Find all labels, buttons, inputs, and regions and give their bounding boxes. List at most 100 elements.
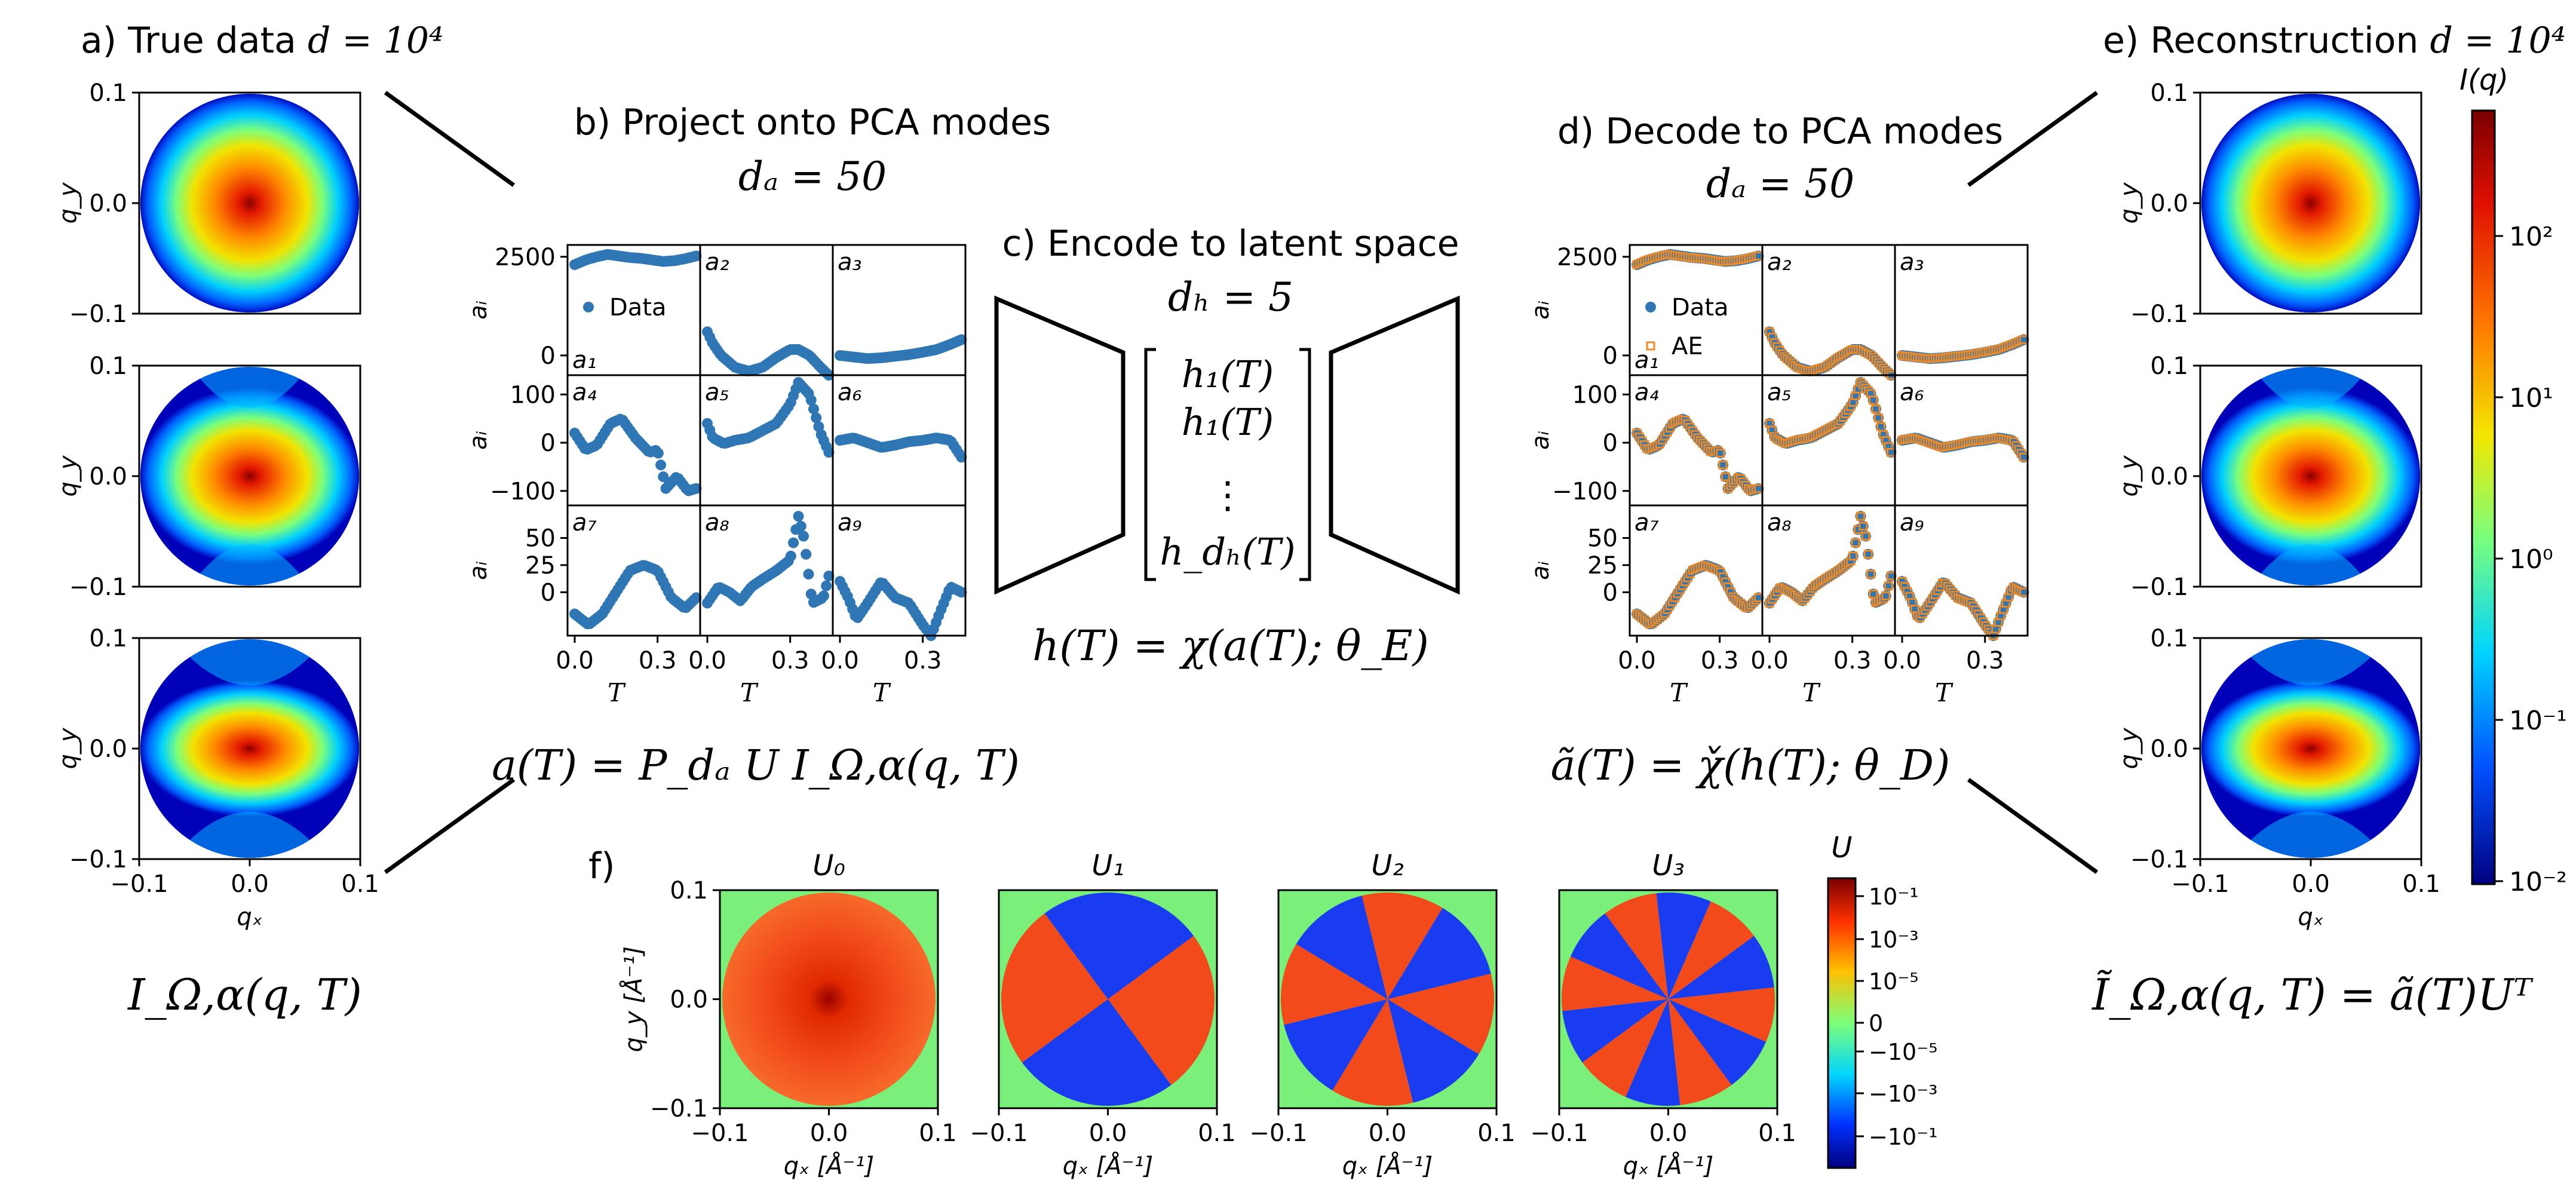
cbar-u-tick: 10⁻⁵ [1869,968,1919,995]
qx-unit-label: qₓ [Å⁻¹] [1063,1151,1154,1180]
mode-lobe [1001,913,1108,1063]
panel-e-footer: Ĩ_Ω,α(q, T) = ã(T)Uᵀ [2091,969,2534,1020]
mode-lobe [1387,973,1494,1054]
tick-label: −100 [490,478,556,505]
ae-point [1881,591,1891,600]
coef-label: a₇ [1634,509,1659,536]
tick-label: 0.0 [2292,870,2330,898]
latent-h2: h₁(T) [1182,400,1274,444]
qy-axis-label: q_y [2115,727,2143,769]
tick-label: −0.1 [69,846,127,873]
tau-axis-label: T [1935,678,1954,707]
qy-axis-label: q_y [2115,455,2143,496]
cbar-u-label: U [1831,831,1852,864]
tick-label: −100 [1552,478,1618,505]
mode-disk [722,893,936,1106]
qy-axis-label: q_y [54,455,82,496]
tick-label: 0.0 [688,647,726,674]
tick-label: 0 [1603,579,1618,606]
coef-label: a₉ [838,509,862,536]
latent-h1: h₁(T) [1182,352,1274,396]
ae-point [1873,413,1883,422]
mode-lobe [1108,936,1215,1086]
cbar-i-tick: 10² [2509,222,2553,252]
legend-ae-marker [1646,341,1655,351]
tick-label: 25 [1587,552,1618,579]
mode-lobe [1605,893,1669,999]
mode-lobe [1387,907,1491,999]
tick-label: 0.0 [89,190,127,217]
cbar-u-tick: 10⁻³ [1869,927,1919,953]
tick-label: 0.0 [89,463,127,490]
mode-colorbar: U 10⁻¹ 10⁻³ 10⁻⁵ 0−10⁻⁵ −10⁻³ −10⁻¹ [1827,831,1937,1169]
tick-label: −0.1 [650,1095,708,1123]
tick-label: 0.3 [1966,647,2004,674]
tick-label: 0.1 [2150,352,2188,380]
panel-d-sub: dₐ = 50 [1706,161,1854,207]
mode-lobe [1668,999,1732,1105]
ae-point [1848,551,1858,561]
panel-b-footer: a(T) = P_dₐ U I_Ω,α(q, T) [492,741,1020,790]
ae-point [1871,404,1881,414]
ae-point [1863,550,1873,559]
coef-label: a₆ [1900,379,1924,406]
tick-label: 0.1 [1477,1120,1516,1147]
coef-label: a₈ [705,509,729,536]
ae-point [1716,449,1725,458]
data-point [691,250,702,262]
tick-label: −0.1 [2130,300,2188,328]
mode-title: U₀ [812,849,845,882]
tick-label: 0 [541,579,556,606]
mode-lobe [1668,901,1755,999]
data-point [811,412,822,424]
connector-line [384,91,516,187]
data-point [956,334,967,345]
panel-d-title: d) Decode to PCA modes [1557,111,2003,152]
coef-label: a₆ [838,379,862,406]
tick-label: 0.1 [2150,625,2188,652]
data-point [805,394,817,406]
tick-label: 25 [525,552,556,579]
mode-lobe [1332,999,1413,1106]
data-point [803,569,814,580]
tau-axis-label: T [740,678,759,707]
cbar-i-tick: 10¹ [2509,383,2553,413]
mode-lobe [1022,999,1172,1106]
tick-label: −0.1 [1530,1120,1588,1147]
ae-point [1869,395,1878,405]
tick-label: 100 [510,381,556,409]
cbar-u-tick: −10⁻¹ [1869,1124,1937,1150]
tau-axis-label: T [1670,678,1688,707]
intensity-core [140,680,359,817]
ae-point [1861,531,1870,541]
data-point [691,483,702,494]
tick-label: 0.1 [2402,870,2440,898]
ae-point [1866,569,1875,579]
coef-label: a₅ [1767,379,1792,406]
tick-label: 0.1 [2150,79,2188,107]
legend-data-label: Data [609,294,667,321]
tick-label: 0.0 [89,735,127,763]
mode-lobe [1296,896,1388,999]
ae-point [1859,522,1868,531]
cbar-u-tick: −10⁻³ [1869,1081,1937,1107]
data-point [658,471,669,483]
qx-unit-label: qₓ [Å⁻¹] [1342,1151,1433,1180]
intensity-core [2201,94,2420,312]
mode-lobe [1562,999,1669,1063]
vector-bracket-left [1144,348,1156,581]
tick-label: 2500 [1557,244,1618,271]
tick-label: 0.0 [2150,463,2188,490]
mode-lobe [1044,893,1194,999]
tick-label: 0.0 [1750,647,1789,674]
ae-point [1721,472,1730,482]
true-data-maps: 0.1 0.0 −0.1 q_y 0.1 0.0 −0.1 q_y 0.1 0.0 −0.1 q_y −… [54,79,379,931]
connector-line [1967,91,2099,187]
tick-label: 2500 [495,244,556,271]
ae-point [1869,589,1878,599]
coef-subplot-frame [1894,504,2029,637]
coef-label: a₇ [572,509,597,536]
data-point [652,447,664,459]
legend-data-marker [1645,302,1656,312]
